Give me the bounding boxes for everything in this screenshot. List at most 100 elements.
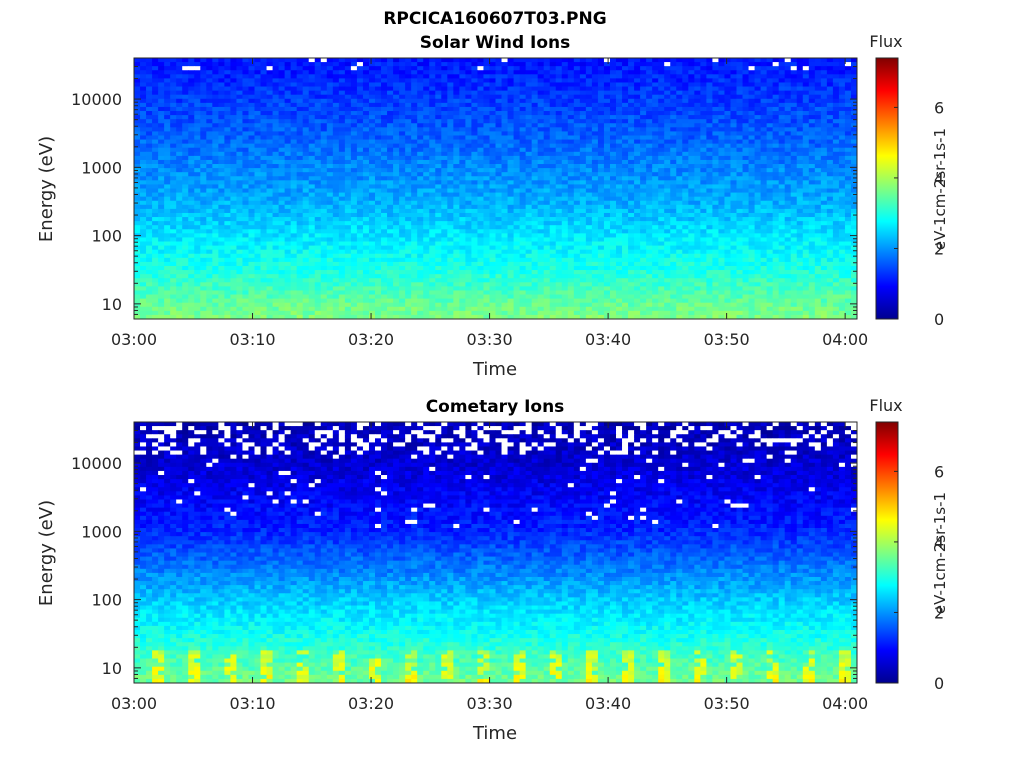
solar-wind-cell <box>236 143 243 149</box>
solar-wind-cell <box>483 188 490 193</box>
solar-wind-cell <box>411 70 418 75</box>
solar-wind-cell <box>272 176 280 181</box>
solar-wind-cell <box>742 208 749 214</box>
solar-wind-cell <box>362 200 370 206</box>
solar-wind-cell <box>567 70 575 75</box>
solar-wind-cell <box>326 119 334 124</box>
solar-wind-cell <box>591 168 599 173</box>
solar-wind-cell <box>423 196 430 202</box>
solar-wind-cell <box>278 208 286 214</box>
solar-wind-cell <box>320 180 328 185</box>
solar-wind-cell <box>206 111 213 116</box>
solar-wind-cell <box>814 135 822 140</box>
solar-wind-cell <box>387 147 394 153</box>
solar-wind-cell <box>850 123 858 128</box>
solar-wind-cell <box>658 159 665 165</box>
solar-wind-cell <box>308 82 316 87</box>
solar-wind-cell <box>194 127 201 132</box>
solar-wind-cell <box>706 164 713 169</box>
solar-wind-cell <box>194 200 201 206</box>
solar-wind-cell <box>266 221 273 226</box>
solar-wind-cell <box>152 62 159 67</box>
solar-wind-cell <box>296 135 304 140</box>
solar-wind-cell <box>555 94 563 100</box>
solar-wind-cell <box>712 123 719 128</box>
solar-wind-cell <box>820 62 828 67</box>
solar-wind-cell <box>248 90 255 96</box>
solar-wind-cell <box>501 188 508 193</box>
solar-wind-cell <box>850 62 858 67</box>
solar-wind-cell <box>603 168 611 173</box>
solar-wind-cell <box>176 200 183 206</box>
solar-wind-cell <box>350 119 358 124</box>
solar-wind-cell <box>405 90 412 96</box>
solar-wind-cell <box>838 58 846 63</box>
solar-wind-cell <box>344 115 352 120</box>
solar-wind-cell <box>405 184 412 189</box>
solar-wind-cell <box>471 200 478 206</box>
solar-wind-cell <box>405 143 412 149</box>
solar-wind-cell <box>790 196 798 202</box>
solar-wind-cell <box>236 208 243 214</box>
solar-wind-cell <box>206 212 213 218</box>
solar-wind-cell <box>134 143 141 149</box>
solar-wind-cell <box>591 74 599 79</box>
solar-wind-cell <box>314 208 322 214</box>
solar-wind-cell <box>573 135 581 140</box>
solar-wind-cell <box>573 180 581 185</box>
solar-wind-cell <box>766 168 774 173</box>
solar-wind-cell <box>700 212 707 218</box>
solar-wind-cell <box>495 90 502 96</box>
solar-wind-cell <box>429 131 436 136</box>
solar-wind-cell <box>507 115 514 120</box>
solar-wind-cell <box>670 106 677 112</box>
solar-wind-cell <box>603 155 611 161</box>
solar-wind-cell <box>778 180 786 185</box>
solar-wind-cell <box>591 172 599 177</box>
solar-wind-cell <box>164 196 171 202</box>
solar-wind-cell <box>230 212 237 218</box>
solar-wind-cell <box>838 204 846 210</box>
solar-wind-cell <box>730 135 737 140</box>
solar-wind-cell <box>236 115 243 120</box>
solar-wind-cell <box>224 168 231 173</box>
solar-wind-cell <box>248 164 255 169</box>
solar-wind-cell <box>754 184 762 189</box>
solar-wind-cell <box>543 188 551 193</box>
solar-wind-cell <box>700 70 707 75</box>
solar-wind-cell <box>748 98 755 104</box>
solar-wind-cell <box>483 115 490 120</box>
solar-wind-cell <box>411 98 418 104</box>
solar-wind-cell <box>375 119 382 124</box>
solar-wind-cell <box>375 196 382 202</box>
solar-wind-cell <box>652 221 659 226</box>
solar-wind-cell <box>772 119 780 124</box>
solar-wind-cell <box>820 204 828 210</box>
solar-wind-cell <box>435 188 442 193</box>
solar-wind-cell <box>591 147 599 153</box>
solar-wind-cell <box>591 123 599 128</box>
solar-wind-cell <box>296 78 304 83</box>
solar-wind-cell <box>652 188 659 193</box>
solar-wind-cell <box>290 200 298 206</box>
solar-wind-cell <box>254 82 261 87</box>
solar-wind-cell <box>748 123 755 128</box>
solar-wind-cell <box>338 94 346 100</box>
solar-wind-cell <box>838 106 846 112</box>
solar-wind-cell <box>465 192 472 198</box>
solar-wind-cell <box>561 225 569 230</box>
solar-wind-cell <box>146 192 153 198</box>
solar-wind-cell <box>224 225 231 230</box>
solar-wind-cell <box>194 192 201 198</box>
solar-wind-cell <box>338 78 346 83</box>
solar-wind-cell <box>802 196 810 202</box>
solar-wind-cell <box>495 168 502 173</box>
solar-wind-cell <box>290 159 298 165</box>
solar-wind-cell <box>609 90 617 96</box>
solar-wind-cell <box>164 192 171 198</box>
solar-wind-cell <box>272 225 280 230</box>
solar-wind-cell <box>224 58 231 63</box>
solar-wind-cell <box>597 200 605 206</box>
solar-wind-cell <box>399 115 406 120</box>
solar-wind-cell <box>272 151 280 157</box>
